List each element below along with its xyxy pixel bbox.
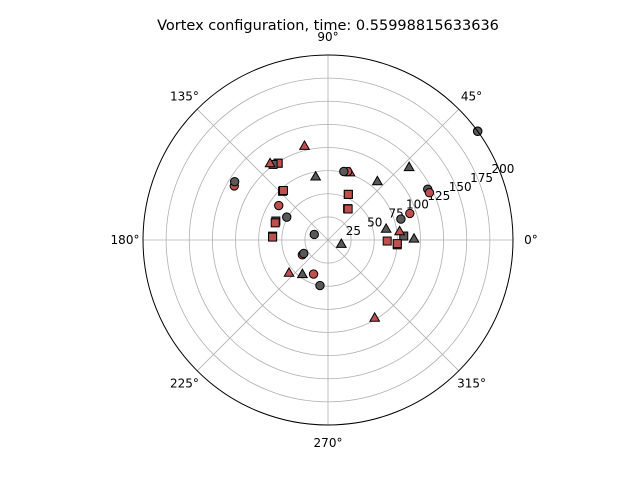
vortex-point-circle-red: [308, 269, 319, 279]
vortex-point-square-red: [382, 236, 392, 246]
r-tick-label: 100: [406, 198, 429, 212]
theta-tick-label: 225°: [170, 377, 199, 391]
vortex-point-triangle-gray: [309, 170, 322, 181]
vortex-point-square-red: [278, 186, 288, 196]
vortex-point-triangle-gray: [408, 232, 420, 243]
vortex-point-square-gray: [399, 231, 409, 241]
vortex-point-square-red: [270, 218, 280, 228]
theta-grid-line-135: [196, 108, 329, 241]
vortex-point-square-red: [268, 232, 278, 242]
vortex-point-circle-red: [424, 187, 435, 198]
vortex-point-circle-gray: [282, 212, 292, 222]
theta-tick-label: 135°: [170, 89, 199, 103]
theta-tick-label: 270°: [314, 436, 343, 450]
angular-tick-labels: 0° 45° 90° 135° 180° 225° 270° 315°: [111, 30, 538, 450]
vortex-point-square-red: [343, 189, 353, 199]
vortex-point-triangle-red: [369, 311, 381, 322]
polar-frame: [142, 54, 514, 426]
vortex-point-circle-red: [274, 200, 284, 211]
polar-grid: [143, 55, 513, 425]
theta-grid-line-315: [327, 239, 460, 372]
vortex-point-triangle-gray: [380, 222, 392, 233]
vortex-point-triangle-red: [283, 266, 295, 277]
r-tick-label: 200: [491, 162, 514, 176]
vortex-point-triangle-red: [264, 157, 276, 168]
chart-title: Vortex configuration, time: 0.5599881563…: [157, 18, 499, 34]
r-tick-label: 25: [346, 224, 361, 238]
vortex-point-circle-gray: [315, 280, 325, 291]
theta-tick-label: 45°: [461, 89, 482, 103]
vortex-point-square-red: [392, 239, 402, 249]
vortex-points: [229, 126, 483, 322]
vortex-point-square-red: [343, 204, 353, 214]
vortex-point-circle-gray: [396, 214, 406, 224]
r-tick-label: 175: [470, 171, 493, 185]
theta-tick-label: 90°: [317, 30, 338, 44]
vortex-point-triangle-red: [393, 225, 406, 236]
theta-tick-label: 180°: [111, 233, 140, 247]
vortex-point-triangle-red: [298, 139, 311, 150]
vortex-point-circle-gray: [299, 248, 309, 259]
vortex-point-circle-gray: [229, 176, 240, 187]
theta-grid-line-45: [327, 108, 460, 241]
theta-grid-line-225: [196, 239, 329, 372]
vortex-point-circle-red: [405, 208, 415, 219]
vortex-point-triangle-gray: [403, 161, 415, 172]
vortex-point-circle-gray: [339, 166, 349, 177]
r-tick-label: 50: [367, 215, 382, 229]
vortex-point-triangle-gray: [371, 175, 384, 186]
vortex-point-circle-gray: [309, 229, 319, 240]
vortex-point-triangle-gray: [296, 268, 309, 279]
theta-tick-label: 315°: [457, 377, 486, 391]
r-tick-label: 150: [449, 180, 472, 194]
vortex-point-triangle-gray: [335, 238, 347, 248]
theta-tick-label: 0°: [524, 233, 538, 247]
